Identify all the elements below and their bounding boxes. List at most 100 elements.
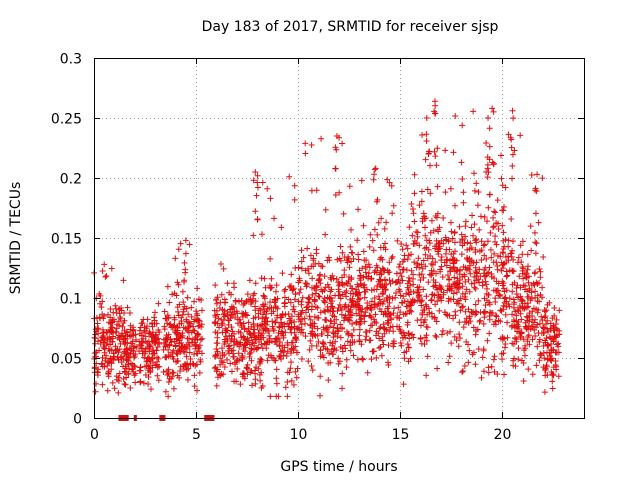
data-point: [375, 293, 382, 300]
data-point: [228, 336, 235, 343]
data-point: [427, 229, 434, 236]
data-point: [385, 342, 392, 349]
data-point: [439, 273, 446, 280]
data-point: [346, 183, 353, 190]
data-point: [521, 305, 528, 312]
data-point: [334, 256, 341, 263]
data-point: [167, 321, 174, 328]
data-point: [490, 287, 497, 294]
data-point: [442, 189, 449, 196]
data-point: [508, 136, 515, 143]
data-point: [447, 185, 454, 192]
data-point: [486, 125, 493, 132]
data-point: [498, 175, 505, 182]
data-point: [191, 298, 198, 305]
data-point: [434, 183, 441, 190]
data-point: [347, 306, 354, 313]
data-point: [102, 273, 109, 280]
data-point: [154, 361, 161, 368]
data-point: [250, 177, 257, 184]
data-point: [102, 357, 109, 364]
data-point: [374, 231, 381, 238]
data-point: [99, 354, 106, 361]
data-point: [259, 330, 266, 337]
data-point: [323, 317, 330, 324]
data-point: [415, 255, 422, 262]
data-point: [130, 332, 137, 339]
data-point: [530, 319, 537, 326]
data-point: [101, 261, 108, 268]
data-point: [273, 366, 280, 373]
data-point: [486, 330, 493, 337]
data-point: [278, 224, 285, 231]
data-point: [161, 323, 168, 330]
data-point: [213, 296, 220, 303]
data-point: [371, 171, 378, 178]
data-point: [483, 140, 490, 147]
data-point: [127, 322, 134, 329]
data-point: [525, 326, 532, 333]
data-points: [91, 98, 563, 400]
data-point: [248, 345, 255, 352]
data-point: [100, 315, 107, 322]
data-point: [214, 330, 221, 337]
data-point: [490, 259, 497, 266]
data-point: [262, 315, 269, 322]
data-point: [266, 327, 273, 334]
data-point: [332, 192, 339, 199]
data-point: [399, 277, 406, 284]
data-point: [428, 297, 435, 304]
data-point: [95, 325, 102, 332]
data-point: [471, 273, 478, 280]
data-point: [509, 175, 516, 182]
data-point: [355, 206, 362, 213]
data-point: [492, 209, 499, 216]
data-point: [477, 213, 484, 220]
data-point: [462, 308, 469, 315]
data-point: [434, 210, 441, 217]
data-point: [500, 203, 507, 210]
data-point: [437, 268, 444, 275]
data-point: [371, 303, 378, 310]
data-point: [185, 319, 192, 326]
data-point: [231, 330, 238, 337]
data-point: [131, 353, 138, 360]
data-point: [124, 304, 131, 311]
data-point: [177, 368, 184, 375]
data-point: [307, 337, 314, 344]
data-point: [527, 223, 534, 230]
data-point: [483, 256, 490, 263]
data-point: [481, 314, 488, 321]
data-point: [337, 295, 344, 302]
data-point: [169, 373, 176, 380]
data-point: [377, 343, 384, 350]
data-point: [196, 342, 203, 349]
data-point: [348, 226, 355, 233]
data-point: [125, 349, 132, 356]
data-point: [254, 322, 261, 329]
data-point: [472, 361, 479, 368]
data-point: [115, 356, 122, 363]
data-point: [430, 227, 437, 234]
data-point: [247, 330, 254, 337]
data-point: [503, 287, 510, 294]
data-point: [198, 323, 205, 330]
data-point: [527, 325, 534, 332]
data-point: [341, 303, 348, 310]
data-point: [279, 311, 286, 318]
data-point: [442, 147, 449, 154]
data-point: [528, 247, 535, 254]
data-point: [482, 278, 489, 285]
data-point: [454, 275, 461, 282]
data-point: [165, 378, 172, 385]
data-point: [364, 369, 371, 376]
data-point: [260, 292, 267, 299]
data-point: [106, 319, 113, 326]
data-point: [427, 252, 434, 259]
data-point: [280, 334, 287, 341]
data-point: [170, 355, 177, 362]
data-point: [244, 361, 251, 368]
data-point: [496, 292, 503, 299]
data-point: [125, 370, 132, 377]
data-point: [556, 327, 563, 334]
